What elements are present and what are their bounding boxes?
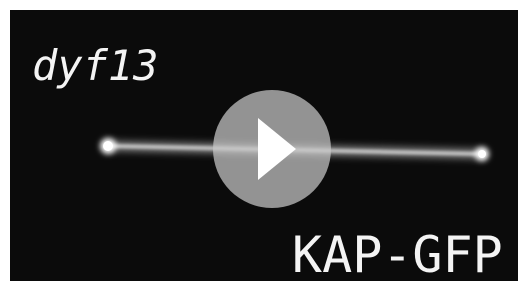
streak-end (478, 150, 486, 158)
streak-end (103, 141, 113, 151)
play-button[interactable] (213, 90, 331, 208)
thumbnail-image: dyf13 KAP-GFP (0, 0, 528, 289)
bottom-right-label: KAP-GFP (292, 226, 503, 284)
top-left-label: dyf13 (32, 41, 158, 90)
video-thumbnail: dyf13 KAP-GFP (0, 0, 528, 289)
